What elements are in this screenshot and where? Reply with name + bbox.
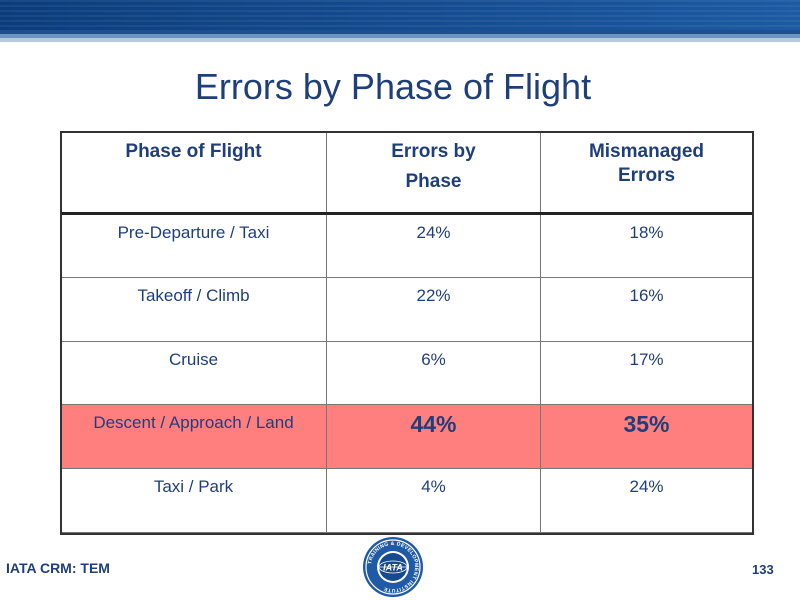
cell-phase: Descent / Approach / Land [60,404,327,470]
page-number: 133 [752,562,774,577]
cell-phase: Takeoff / Climb [60,276,327,342]
page-title: Errors by Phase of Flight [194,66,592,107]
table-row: Takeoff / Climb 22% 16% [60,276,753,342]
cell-errors: 24% [326,213,541,278]
table-row: Cruise 6% 17% [60,340,753,406]
footer-label: IATA CRM: TEM [6,560,110,576]
cell-mismanaged: 24% [540,468,753,533]
header-band [0,0,800,44]
table-row: Taxi / Park 4% 24% [60,468,753,533]
header-mismanaged-errors: Mismanaged Errors [540,131,753,215]
table-header-row: Phase of Flight Errors by Phase Mismanage… [60,131,753,215]
table-row: Pre-Departure / Taxi 24% 18% [60,213,753,278]
cell-errors: 4% [326,468,541,533]
cell-phase: Taxi / Park [60,468,327,533]
cell-mismanaged: 17% [540,340,753,406]
cell-errors: 44% [326,404,541,470]
table-row-highlighted: Descent / Approach / Land 44% 35% [60,404,753,470]
iata-seal-logo: TRAINING & DEVELOPMENT INSTITUTE IATA [363,537,423,597]
cell-mismanaged: 35% [540,404,753,470]
svg-text:IATA: IATA [383,563,403,573]
cell-phase: Cruise [60,340,327,406]
cell-mismanaged: 16% [540,276,753,342]
errors-table: Phase of Flight Errors by Phase Mismanage… [60,131,753,533]
cell-errors: 6% [326,340,541,406]
cell-errors: 22% [326,276,541,342]
header-phase: Phase of Flight [60,131,327,215]
cell-phase: Pre-Departure / Taxi [60,213,327,278]
cell-mismanaged: 18% [540,213,753,278]
header-errors-by-phase: Errors by Phase [326,131,541,215]
